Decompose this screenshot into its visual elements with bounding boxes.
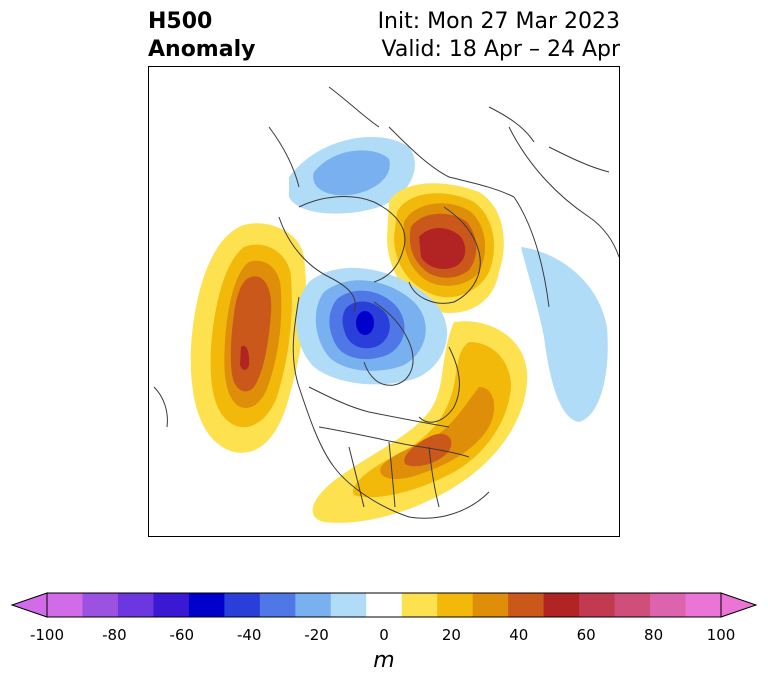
colorbar-cell <box>330 593 367 617</box>
colorbar-tick-label: 40 <box>509 626 529 644</box>
colorbar-tick-label: 80 <box>644 626 664 644</box>
colorbar-cell <box>47 593 83 617</box>
colorbar-border <box>46 592 722 618</box>
title-right: Init: Mon 27 Mar 2023 Valid: 18 Apr – 24… <box>378 8 620 64</box>
colorbar-cell <box>259 593 296 617</box>
colorbar-tick-label: -80 <box>102 626 127 644</box>
colorbar-tick-label: 0 <box>379 626 389 644</box>
colorbar-cell <box>224 593 261 617</box>
colorbar-tick-label: 100 <box>706 626 736 644</box>
title-variable: H500 <box>148 9 213 34</box>
colorbar-cell <box>82 593 119 617</box>
colorbar-ticks: -100 -80 -60 -40 -20 0 20 40 60 80 100 <box>0 626 768 646</box>
anomaly-map <box>148 66 620 537</box>
colorbar-cell <box>614 593 651 617</box>
colorbar-cell <box>579 593 616 617</box>
colorbar-cell <box>685 593 722 617</box>
init-time: Init: Mon 27 Mar 2023 <box>377 9 620 34</box>
colorbar-tick-label: -100 <box>29 626 65 644</box>
colorbar-cell <box>650 593 687 617</box>
colorbar-tick-label: -60 <box>169 626 195 644</box>
colorbar-tick-label: 20 <box>441 626 461 644</box>
colorbar-cell <box>366 593 403 617</box>
colorbar <box>10 592 758 618</box>
title-left: H500 Anomaly <box>148 8 255 64</box>
positive-anomaly-north <box>387 183 504 313</box>
negative-anomaly-east <box>521 247 608 422</box>
colorbar-cell <box>401 593 438 617</box>
colorbar-units: m <box>373 648 395 673</box>
colorbar-extend-high <box>720 592 758 618</box>
negative-anomaly-center <box>296 267 448 385</box>
colorbar-cell <box>437 593 474 617</box>
colorbar-cell <box>508 593 545 617</box>
title-field: Anomaly <box>148 37 256 62</box>
colorbar-cell <box>543 593 580 617</box>
colorbar-cell <box>188 593 225 617</box>
map-edge-gap <box>149 282 155 322</box>
colorbar-cell <box>117 593 154 617</box>
colorbar-cell <box>153 593 190 617</box>
valid-period: Valid: 18 Apr – 24 Apr <box>381 37 621 62</box>
colorbar-cell <box>472 593 509 617</box>
colorbar-tick-label: -20 <box>304 626 329 644</box>
map-svg <box>149 86 619 523</box>
colorbar-cell <box>295 593 332 617</box>
colorbar-cells <box>47 593 722 617</box>
colorbar-tick-label: -40 <box>236 626 262 644</box>
colorbar-tick-label: 60 <box>576 626 596 644</box>
coastlines <box>153 86 619 519</box>
positive-anomaly-west <box>190 223 306 453</box>
colorbar-extend-low <box>10 592 48 618</box>
negative-anomaly-north <box>289 137 415 214</box>
